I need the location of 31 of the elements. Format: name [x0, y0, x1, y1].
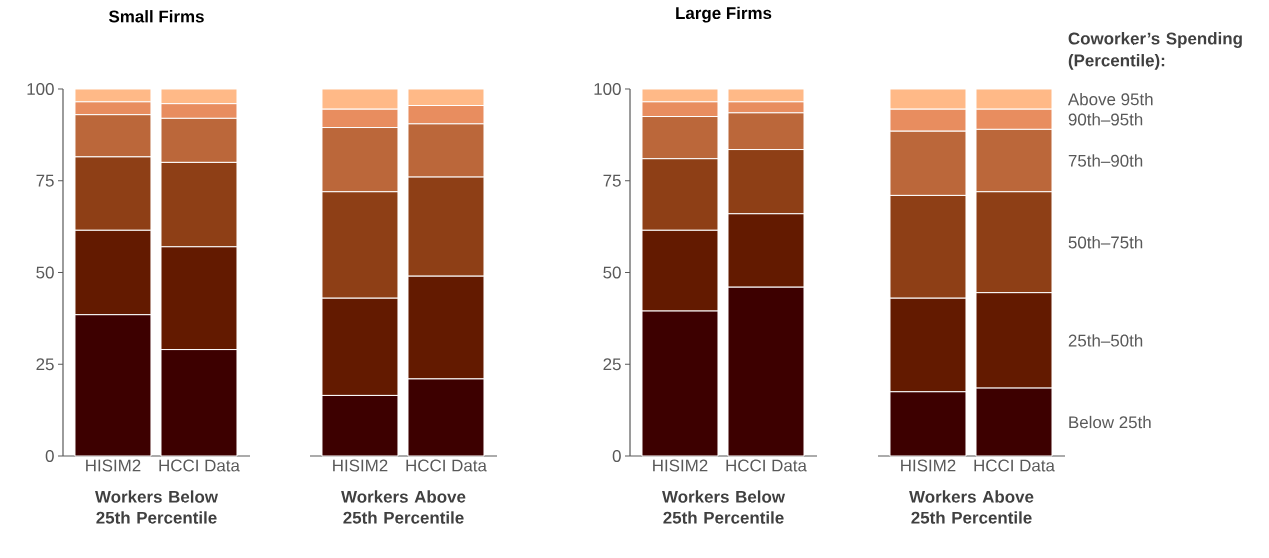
x-tick-label: HISIM2	[901, 459, 956, 472]
y-tick-label: 0	[612, 450, 621, 462]
x-axis-title: Workers Above 25th Percentile	[909, 490, 1034, 524]
y-tick-label: 25	[603, 358, 621, 371]
y-tick-label: 75	[603, 174, 621, 187]
series-label: Below 25th	[1069, 415, 1151, 429]
y-tick-label: 100	[27, 83, 54, 95]
x-tick-label: HCCI Data	[726, 459, 807, 472]
y-tick-label: 50	[36, 266, 54, 279]
chart-title: Large Firms	[676, 6, 772, 23]
series-label: 50th–75th	[1068, 236, 1143, 249]
y-tick-label: 0	[45, 450, 54, 462]
series-label: Above 95th	[1067, 92, 1153, 106]
series-label: 90th–95th	[1068, 113, 1143, 126]
y-tick-label: 100	[594, 83, 621, 95]
series-label: 75th–90th	[1068, 154, 1143, 167]
x-tick-label: HISIM2	[653, 459, 708, 472]
x-axis-title: Workers Above 25th Percentile	[341, 490, 466, 524]
x-tick-label: HCCI Data	[406, 459, 487, 472]
x-tick-label: HCCI Data	[974, 459, 1055, 472]
x-axis-title: Workers Below 25th Percentile	[662, 490, 786, 524]
y-tick-label: 25	[36, 358, 54, 371]
x-tick-label: HCCI Data	[159, 459, 240, 472]
series-label: 25th–50th	[1068, 334, 1143, 347]
x-tick-label: HISIM2	[333, 459, 388, 472]
legend-title: Coworker’s Spending (Percentile):	[1068, 32, 1242, 70]
y-tick-label: 50	[603, 266, 621, 279]
chart-title: Small Firms	[108, 10, 204, 23]
y-tick-label: 75	[36, 174, 54, 187]
x-axis-title: Workers Below 25th Percentile	[95, 490, 219, 524]
x-tick-label: HISIM2	[86, 459, 141, 472]
